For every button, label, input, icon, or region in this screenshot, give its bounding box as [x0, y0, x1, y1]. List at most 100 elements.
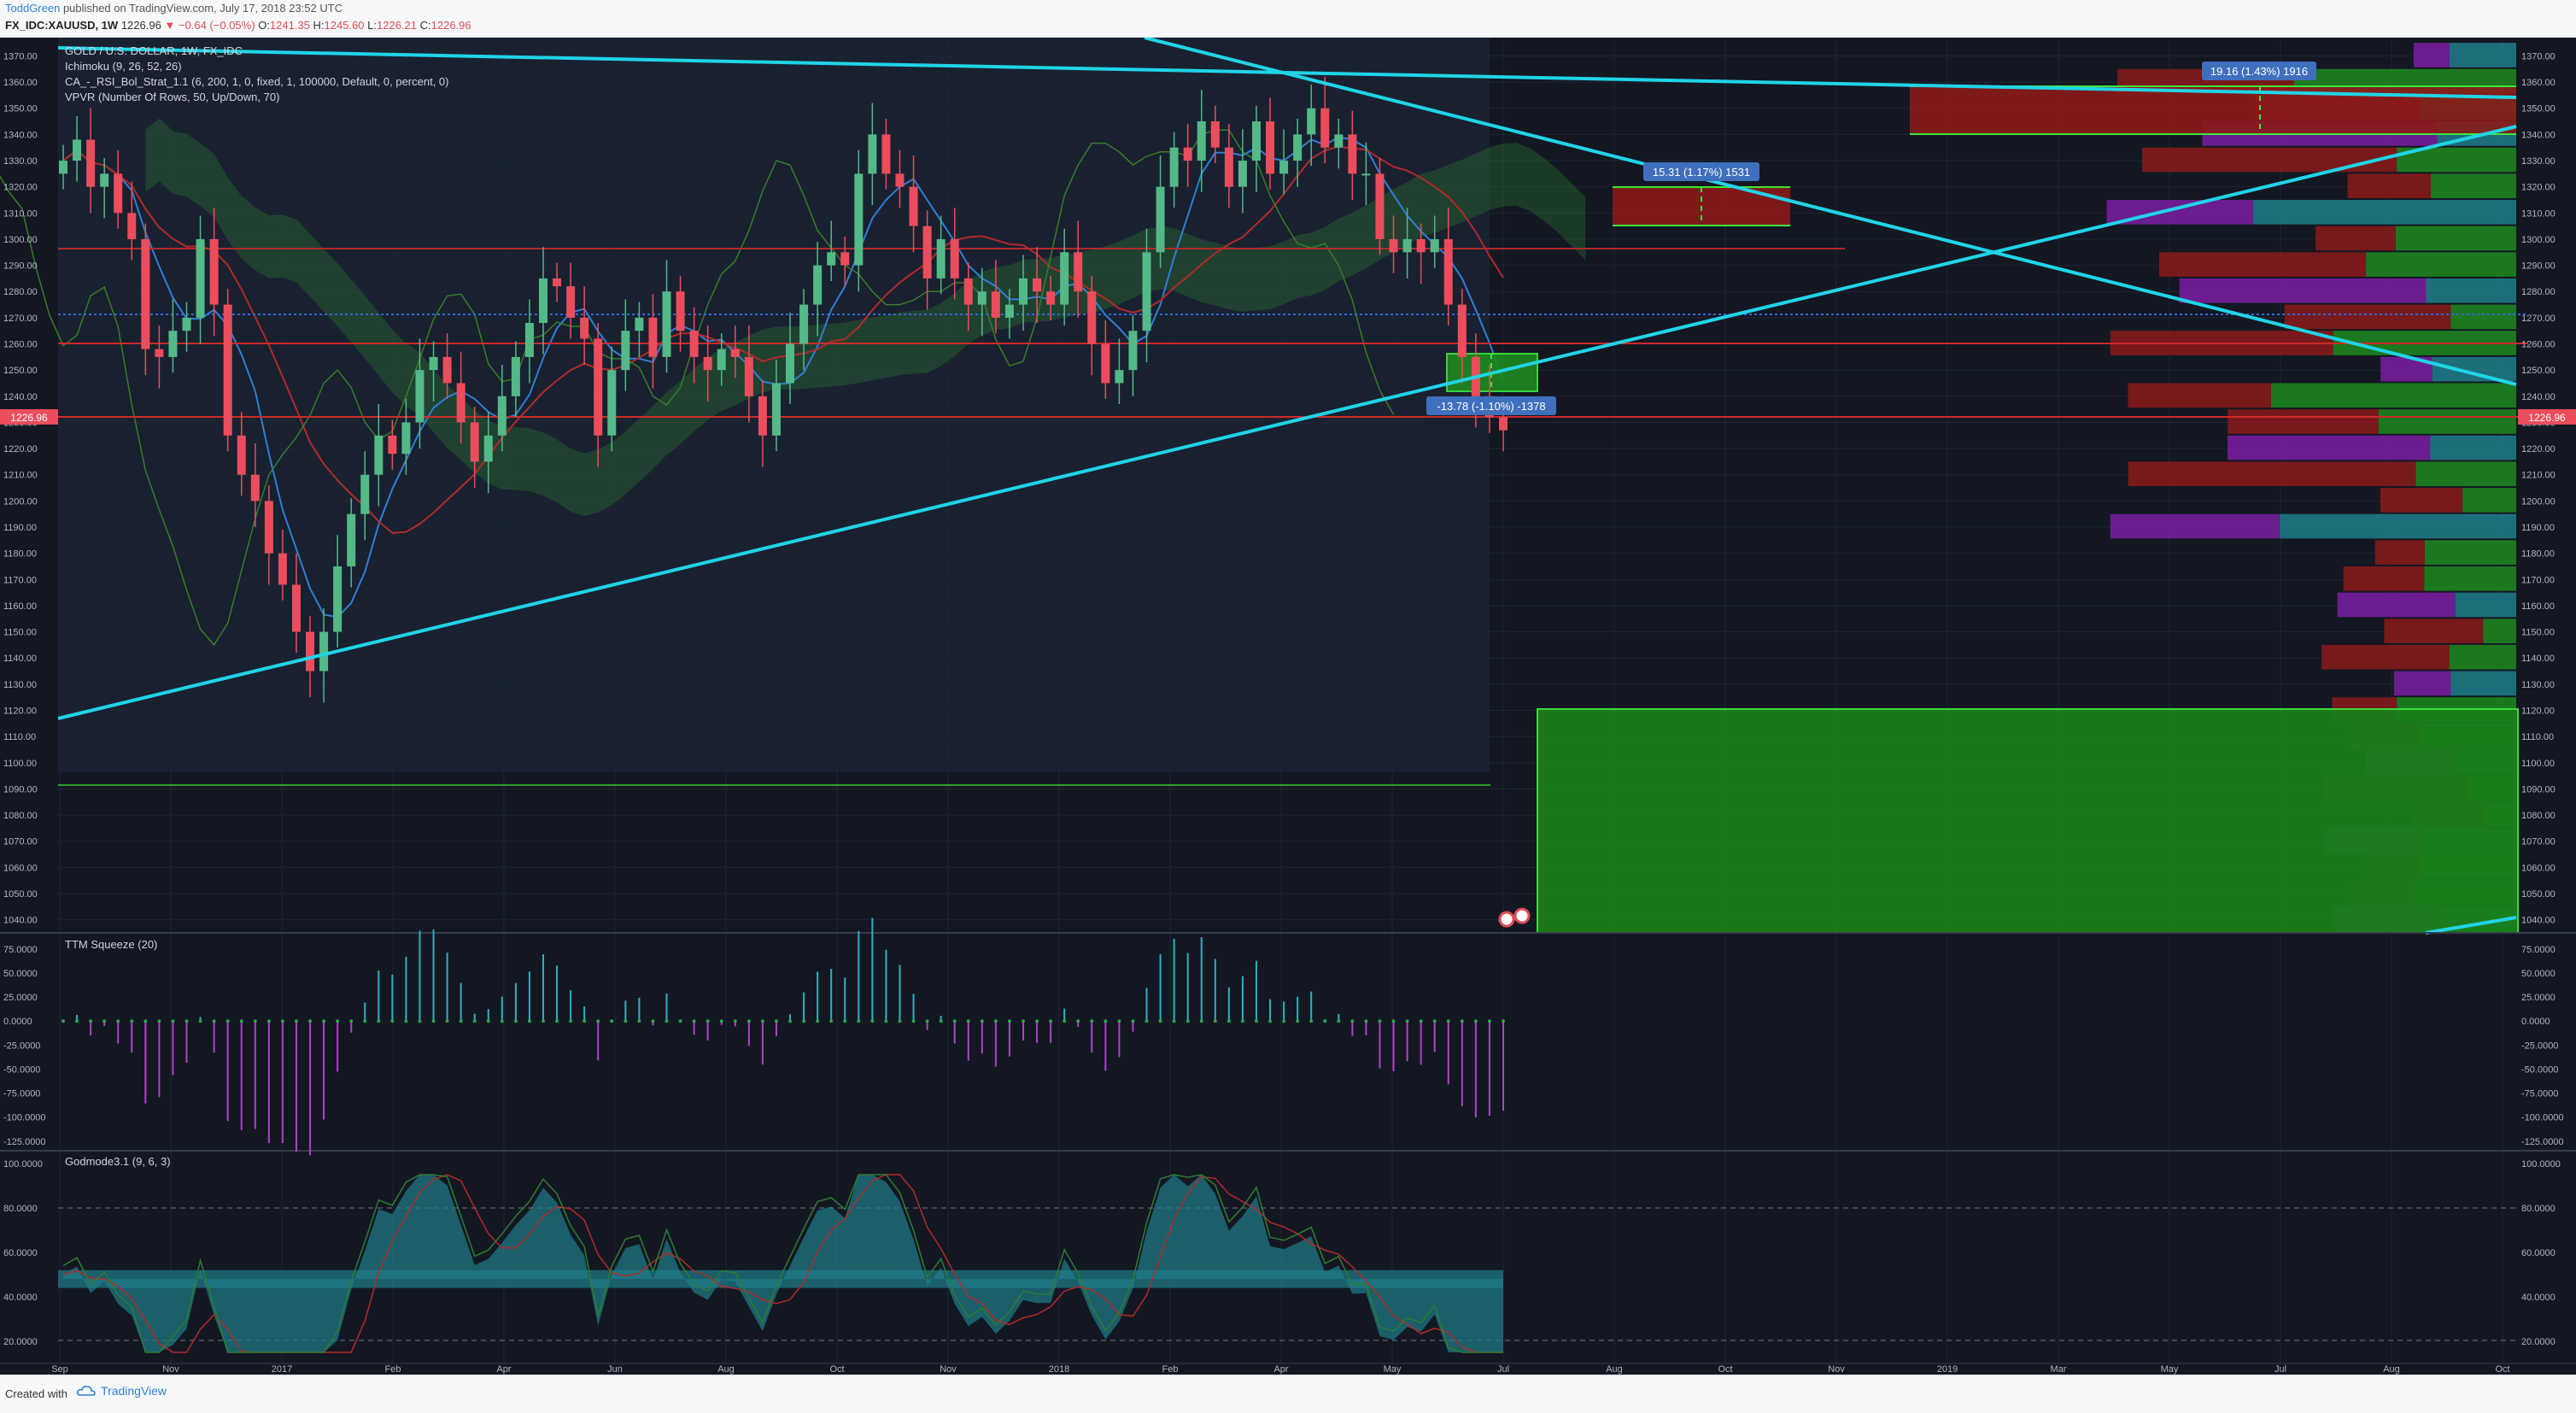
measure-label-3[interactable]: -13.78 (-1.10%) -1378	[1426, 396, 1556, 415]
ttm-squeeze-dot	[692, 1019, 696, 1023]
price-axis-right[interactable]: 1370.00 1360.00 1350.00 1340.00 1330.00 1320.…	[2521, 51, 2556, 925]
price-tick-label: 1320.00	[3, 183, 38, 193]
vpvr-bar-up	[2455, 592, 2516, 618]
ttm-squeeze-dot	[829, 1019, 834, 1023]
ttm-tick-label: -75.0000	[3, 1089, 40, 1099]
chart-area[interactable]: 19.16 (1.43%) 1916 15.31 (1.17%) 1531 -1…	[0, 36, 2576, 1375]
tradingview-brand-link[interactable]: TradingView	[77, 1384, 167, 1398]
ttm-tick-label: -75.0000	[2521, 1089, 2558, 1099]
ttm-squeeze-dot	[1432, 1019, 1437, 1023]
vpvr-bar-down	[2315, 226, 2396, 251]
candle-body	[868, 134, 877, 174]
trendline-lower[interactable]	[2425, 916, 2517, 935]
candlestick-series	[59, 76, 1508, 703]
ttm-squeeze-dot	[486, 1019, 490, 1023]
chart-canvas[interactable]: 19.16 (1.43%) 1916 15.31 (1.17%) 1531 -1…	[0, 36, 2576, 1375]
price-tick-label: 1310.00	[3, 208, 38, 219]
author-link[interactable]: ToddGreen	[5, 2, 61, 15]
candle-body	[209, 238, 219, 305]
ttm-squeeze-dot	[870, 1019, 875, 1023]
candle-body	[909, 186, 918, 226]
time-axis[interactable]: Sep Nov 2017 Feb Apr Jun Aug Oct Nov 2018 Feb Apr Ma…	[51, 1364, 2509, 1375]
price-tick-label: 1260.00	[3, 340, 38, 350]
candle-body	[977, 291, 986, 305]
vpvr-bar-down	[2228, 435, 2431, 460]
candle-body	[1334, 134, 1344, 148]
price-axis-left[interactable]: 1370.00 1360.00 1350.00 1340.00 1330.00 1320.…	[3, 51, 38, 925]
ttm-tick-label: -100.0000	[2521, 1113, 2564, 1123]
godmode-tick-label: 80.0000	[3, 1204, 38, 1214]
godmode-plot	[58, 1174, 1503, 1353]
vpvr-bar-down	[2110, 513, 2280, 539]
ttm-squeeze-dot	[843, 1019, 847, 1023]
vpvr-bar-down	[2347, 173, 2431, 198]
ttm-squeeze-dot	[569, 1019, 573, 1023]
vpvr-bar-down	[2321, 644, 2450, 670]
candle-body	[1033, 278, 1042, 292]
ttm-tick-label: -25.0000	[2521, 1041, 2558, 1051]
measure-label-2[interactable]: 15.31 (1.17%) 1531	[1643, 162, 1759, 181]
candle-body	[511, 356, 520, 396]
candle-body	[1101, 343, 1110, 384]
ttm-squeeze-dot	[1391, 1019, 1396, 1023]
candle-body	[196, 238, 205, 318]
price-tick-label: 1210.00	[2521, 471, 2556, 481]
candle-body	[182, 317, 191, 331]
candle-body	[607, 370, 617, 436]
candle-body	[1361, 173, 1371, 176]
candle-body	[470, 422, 479, 462]
candle-body	[621, 331, 630, 371]
candle-body	[1183, 147, 1192, 161]
candle-body	[168, 331, 178, 357]
large-support-box[interactable]	[1537, 708, 2519, 934]
candle-body	[1320, 108, 1330, 148]
time-tick-label: Apr	[496, 1364, 511, 1375]
candle-body	[635, 317, 644, 331]
candle-body	[1019, 278, 1027, 305]
ttm-squeeze-dot	[61, 1019, 65, 1023]
candle-body	[114, 173, 123, 214]
candle-body	[1402, 238, 1412, 253]
ttm-squeeze-dot	[1063, 1019, 1067, 1023]
ttm-axis-right[interactable]: 75.0000 50.0000 25.0000 0.0000 -25.0000 -50.0…	[2521, 945, 2564, 1147]
candle-body	[950, 238, 959, 278]
trendline-ascending-support[interactable]	[57, 125, 2517, 720]
ttm-squeeze-dot	[1254, 1019, 1258, 1023]
ttm-squeeze-dot	[418, 1019, 422, 1023]
vpvr-bar-up	[2424, 540, 2516, 565]
price-tick-label: 1140.00	[2521, 654, 2555, 664]
ttm-squeeze-dot	[1364, 1019, 1368, 1023]
candle-body	[648, 317, 658, 357]
godmode-axis-right[interactable]: 100.0000 80.0000 60.0000 40.0000 20.0000	[2521, 1159, 2561, 1347]
price-tick-label: 1250.00	[3, 366, 38, 376]
legend-rsi-strat: CA_-_RSI_Bol_Strat_1.1 (6, 200, 1, 0, fi…	[65, 75, 449, 88]
vpvr-bar-up	[2253, 199, 2516, 225]
candle-body	[141, 238, 150, 349]
measure-label-1[interactable]: 19.16 (1.43%) 1916	[2202, 62, 2316, 80]
high-value: 1245.60	[324, 19, 365, 32]
candle-body	[456, 383, 465, 423]
price-tick-label: 1070.00	[3, 837, 38, 847]
open-label: O:	[258, 19, 270, 32]
candle-body	[1087, 291, 1097, 344]
vpvr-bar-down	[2393, 671, 2451, 696]
measure-label-2-text: 15.31 (1.17%) 1531	[1653, 166, 1750, 179]
godmode-axis-left[interactable]: 100.0000 80.0000 60.0000 40.0000 20.0000	[3, 1159, 43, 1347]
candle-body	[1224, 147, 1233, 187]
ttm-squeeze-dot	[1199, 1019, 1203, 1023]
close-value: 1226.96	[430, 19, 471, 32]
ttm-squeeze-dot	[1419, 1019, 1423, 1023]
vpvr-bar-up	[2395, 226, 2516, 251]
trendline-descending[interactable]	[1144, 36, 2517, 386]
resistance-box[interactable]	[1910, 86, 2516, 134]
vpvr-bar-down	[2158, 252, 2367, 277]
ttm-squeeze-dot	[1405, 1019, 1409, 1023]
price-tick-label: 1150.00	[3, 628, 37, 638]
vpvr-bar-up	[2270, 383, 2516, 408]
ttm-squeeze-dot	[89, 1019, 93, 1023]
ttm-axis-left[interactable]: 75.0000 50.0000 25.0000 0.0000 -25.0000 -50.0…	[3, 945, 46, 1147]
event-flag-icon[interactable]	[1498, 907, 1531, 928]
price-tick-label: 1060.00	[3, 863, 38, 873]
candle-body	[881, 134, 891, 174]
time-tick-label: 2018	[1049, 1364, 1069, 1375]
